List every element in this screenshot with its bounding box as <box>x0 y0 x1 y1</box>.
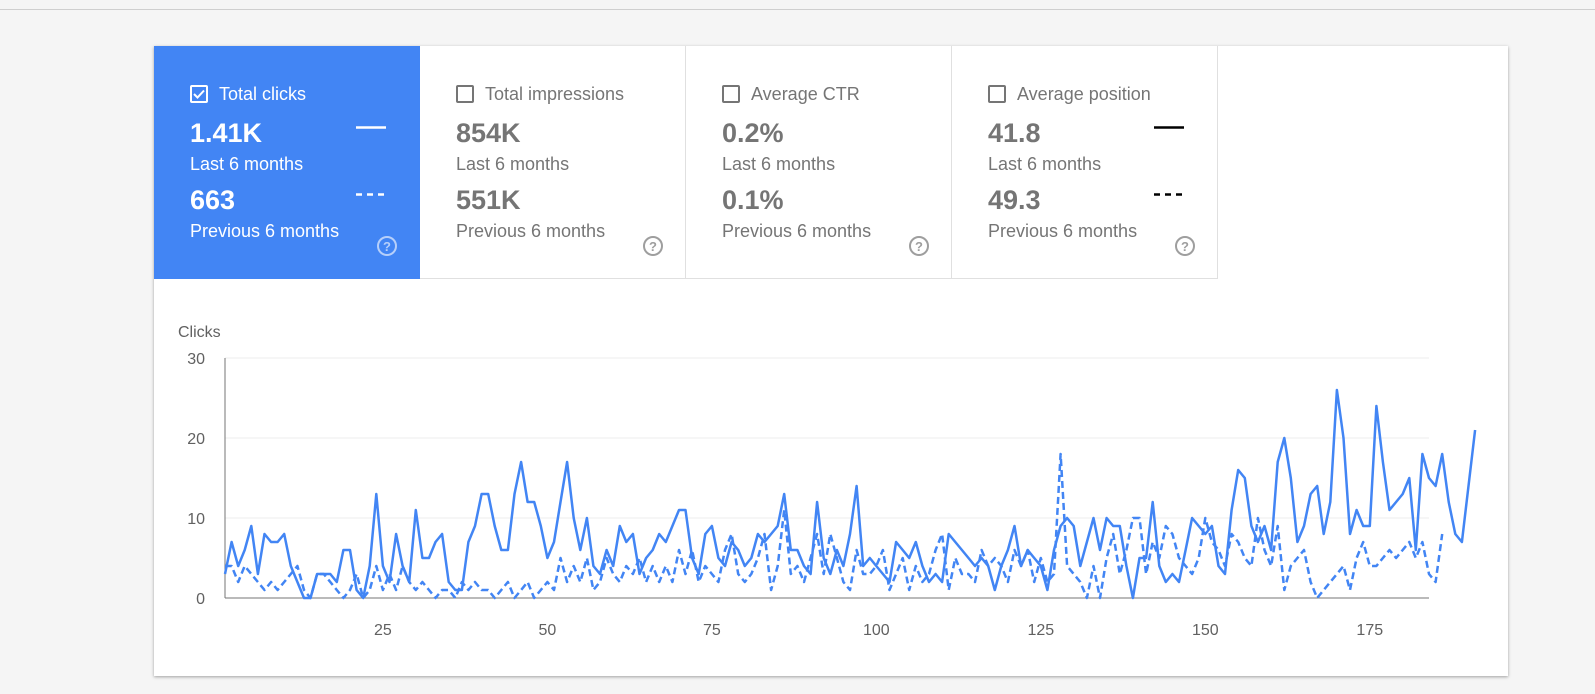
series-line-previous <box>225 452 1444 600</box>
previous-period-caption: Previous 6 months <box>190 221 340 241</box>
previous-period-value: 49.3 <box>988 185 1041 215</box>
metric-tile-average-position[interactable]: Average position 41.8 Last 6 months 49.3… <box>952 46 1218 279</box>
y-tick-label: 30 <box>187 351 205 368</box>
checkbox-checked-icon[interactable] <box>190 85 208 103</box>
last-period-value: 41.8 <box>988 118 1041 148</box>
previous-period-caption: Previous 6 months <box>456 221 606 241</box>
chart-plot: 0 10 20 30 25 50 75 100 125 150 175 <box>187 351 1477 639</box>
y-tick-label: 10 <box>187 511 205 528</box>
solid-line-legend-icon <box>356 126 386 129</box>
x-tick-label: 50 <box>538 622 556 639</box>
metric-tile-average-ctr[interactable]: Average CTR 0.2% Last 6 months 0.1% Prev… <box>686 46 952 279</box>
checkbox-unchecked-icon[interactable] <box>456 85 474 103</box>
x-tick-label: 25 <box>374 622 392 639</box>
metric-label: Total clicks <box>219 83 307 104</box>
clicks-chart: Clicks 0 10 20 30 25 50 75 100 125 150 175 <box>154 280 1508 676</box>
solid-line-legend-icon <box>1154 126 1184 129</box>
previous-period-value: 551K <box>456 185 521 215</box>
previous-period-caption: Previous 6 months <box>988 221 1138 241</box>
x-tick-label: 175 <box>1356 622 1383 639</box>
y-axis-title: Clicks <box>178 324 221 341</box>
x-tick-label: 100 <box>863 622 890 639</box>
metric-label: Average position <box>1017 83 1151 104</box>
previous-period-value: 663 <box>190 185 236 215</box>
last-period-caption: Last 6 months <box>456 154 570 174</box>
previous-period-value: 0.1% <box>722 185 784 215</box>
last-period-caption: Last 6 months <box>722 154 836 174</box>
last-period-caption: Last 6 months <box>190 154 304 174</box>
metric-tile-total-impressions[interactable]: Total impressions 854K Last 6 months 551… <box>420 46 686 279</box>
last-period-value: 1.41K <box>190 118 263 148</box>
last-period-value: 854K <box>456 118 521 148</box>
help-icon[interactable]: ? <box>377 236 397 256</box>
metric-tile-total-clicks[interactable]: Total clicks 1.41K Last 6 months 663 Pre… <box>154 46 420 279</box>
checkbox-unchecked-icon[interactable] <box>722 85 740 103</box>
metric-tiles: Total clicks 1.41K Last 6 months 663 Pre… <box>154 46 1223 280</box>
metric-label: Total impressions <box>485 83 625 104</box>
help-icon[interactable]: ? <box>1175 236 1195 256</box>
total-clicks-checkbox-row[interactable]: Total clicks <box>190 83 306 105</box>
series-line-current <box>223 388 1477 600</box>
help-icon[interactable]: ? <box>909 236 929 256</box>
y-tick-label: 0 <box>196 591 205 608</box>
help-icon[interactable]: ? <box>643 236 663 256</box>
checkbox-unchecked-icon[interactable] <box>988 85 1006 103</box>
average-position-checkbox-row[interactable]: Average position <box>988 83 1151 105</box>
performance-card: Total clicks 1.41K Last 6 months 663 Pre… <box>154 46 1508 676</box>
dashed-line-legend-icon <box>356 193 386 196</box>
x-tick-label: 125 <box>1027 622 1054 639</box>
previous-period-caption: Previous 6 months <box>722 221 872 241</box>
metric-label: Average CTR <box>751 83 860 104</box>
y-tick-label: 20 <box>187 431 205 448</box>
last-period-caption: Last 6 months <box>988 154 1102 174</box>
x-tick-label: 150 <box>1192 622 1219 639</box>
x-tick-label: 75 <box>703 622 721 639</box>
top-divider <box>0 9 1595 10</box>
last-period-value: 0.2% <box>722 118 784 148</box>
dashed-line-legend-icon <box>1154 193 1184 196</box>
average-ctr-checkbox-row[interactable]: Average CTR <box>722 83 860 105</box>
total-impressions-checkbox-row[interactable]: Total impressions <box>456 83 624 105</box>
